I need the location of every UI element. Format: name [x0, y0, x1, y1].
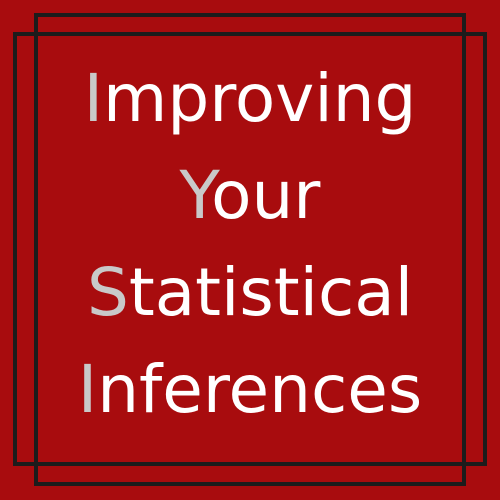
frame-horizontal	[13, 32, 487, 466]
title-line-4-rest: nferences	[97, 351, 423, 428]
title-line-3-initial: S	[86, 254, 129, 331]
course-title: Improving Your Statistical Inferences	[0, 50, 500, 438]
frame-vertical	[34, 13, 466, 486]
title-line-4: Inferences	[0, 341, 500, 438]
title-line-1: Improving	[0, 50, 500, 147]
title-line-2-rest: our	[211, 157, 321, 234]
title-line-2: Your	[0, 147, 500, 244]
title-line-3: Statistical	[0, 244, 500, 341]
title-line-2-initial: Y	[179, 157, 212, 234]
title-line-1-rest: mproving	[103, 60, 417, 137]
title-line-3-rest: tatistical	[128, 254, 414, 331]
title-line-4-initial: I	[77, 351, 98, 428]
title-line-1-initial: I	[83, 60, 104, 137]
